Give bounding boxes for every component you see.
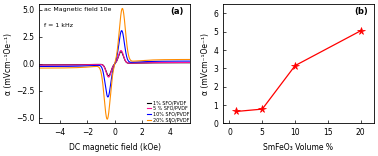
- 5 % SFO/PVDF: [176, 62, 180, 63]
- 20% SFO/PVDF: [188, 58, 192, 60]
- 1% SFO/PVDF: [176, 62, 180, 64]
- 1% SFO/PVDF: [101, 64, 105, 66]
- 10% SFO/PVDF: [176, 60, 180, 62]
- 10% SFO/PVDF: [101, 69, 105, 71]
- 20% SFO/PVDF: [120, 7, 125, 9]
- 5 % SFO/PVDF: [106, 76, 111, 78]
- Text: (a): (a): [170, 7, 184, 16]
- 20% SFO/PVDF: [183, 58, 188, 60]
- 1% SFO/PVDF: [188, 62, 192, 64]
- 5 % SFO/PVDF: [109, 71, 113, 73]
- 20% SFO/PVDF: [37, 67, 42, 69]
- 5 % SFO/PVDF: [183, 62, 188, 63]
- Text: ac Magnetic field 10e: ac Magnetic field 10e: [44, 7, 111, 12]
- 5 % SFO/PVDF: [188, 62, 192, 63]
- 10% SFO/PVDF: [183, 60, 188, 62]
- Line: 10% SFO/PVDF: 10% SFO/PVDF: [39, 31, 190, 97]
- Text: (b): (b): [354, 7, 368, 16]
- Y-axis label: α (mVcm⁻¹Oe⁻¹): α (mVcm⁻¹Oe⁻¹): [201, 33, 211, 95]
- 10% SFO/PVDF: [37, 66, 42, 67]
- Line: 20% SFO/PVDF: 20% SFO/PVDF: [39, 8, 190, 119]
- 1% SFO/PVDF: [119, 51, 123, 53]
- 20% SFO/PVDF: [147, 59, 151, 61]
- 10% SFO/PVDF: [102, 75, 106, 77]
- 10% SFO/PVDF: [105, 96, 110, 98]
- 1% SFO/PVDF: [183, 62, 188, 64]
- 5 % SFO/PVDF: [119, 50, 123, 51]
- 20% SFO/PVDF: [101, 82, 105, 84]
- 20% SFO/PVDF: [109, 88, 113, 90]
- 5 % SFO/PVDF: [102, 66, 106, 67]
- 20% SFO/PVDF: [102, 94, 106, 96]
- 1% SFO/PVDF: [106, 75, 111, 77]
- 10% SFO/PVDF: [109, 80, 113, 82]
- Text: f = 1 kHz: f = 1 kHz: [44, 23, 73, 28]
- 1% SFO/PVDF: [37, 64, 42, 66]
- 1% SFO/PVDF: [102, 65, 106, 67]
- X-axis label: SmFeO₃ Volume %: SmFeO₃ Volume %: [263, 143, 333, 152]
- 5 % SFO/PVDF: [37, 64, 42, 66]
- Legend: 1% SFO/PVDF, 5 % SFO/PVDF, 10% SFO/PVDF, 20% SFO/PVDF: 1% SFO/PVDF, 5 % SFO/PVDF, 10% SFO/PVDF,…: [146, 100, 190, 123]
- Y-axis label: α (mVcm⁻¹Oe⁻¹): α (mVcm⁻¹Oe⁻¹): [4, 33, 13, 95]
- 10% SFO/PVDF: [119, 30, 124, 32]
- 1% SFO/PVDF: [147, 62, 151, 64]
- 20% SFO/PVDF: [176, 59, 180, 61]
- 5 % SFO/PVDF: [101, 64, 105, 66]
- 10% SFO/PVDF: [147, 61, 151, 62]
- 5 % SFO/PVDF: [147, 62, 151, 64]
- 20% SFO/PVDF: [105, 118, 110, 120]
- 1% SFO/PVDF: [109, 70, 113, 72]
- Line: 5 % SFO/PVDF: 5 % SFO/PVDF: [39, 51, 190, 77]
- 10% SFO/PVDF: [188, 60, 192, 62]
- Line: 1% SFO/PVDF: 1% SFO/PVDF: [39, 52, 190, 76]
- X-axis label: DC magnetic field (kOe): DC magnetic field (kOe): [69, 143, 161, 152]
